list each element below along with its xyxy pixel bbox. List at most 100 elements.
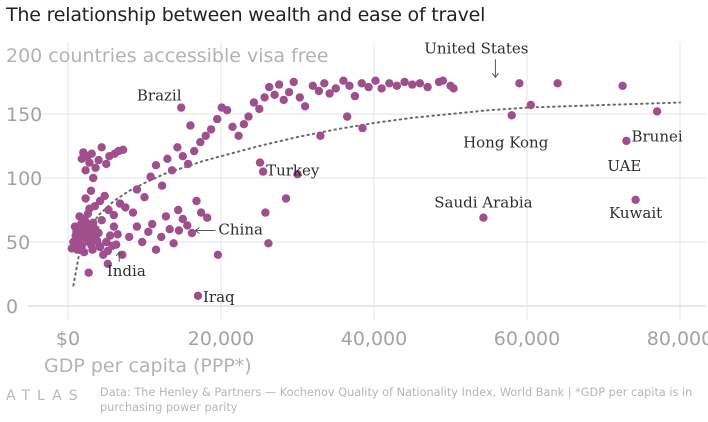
data-point bbox=[84, 268, 93, 277]
data-point bbox=[87, 149, 96, 158]
data-point bbox=[553, 79, 562, 88]
data-point bbox=[128, 208, 138, 217]
data-point bbox=[400, 77, 409, 87]
data-point bbox=[196, 208, 206, 217]
data-point bbox=[102, 159, 111, 169]
data-point bbox=[118, 145, 128, 154]
grid-lines bbox=[28, 42, 706, 320]
data-point bbox=[234, 131, 243, 140]
data-point bbox=[507, 111, 516, 120]
data-point bbox=[385, 79, 394, 88]
data-point bbox=[88, 245, 97, 254]
data-point bbox=[258, 167, 268, 176]
data-point bbox=[146, 172, 155, 181]
data-point bbox=[213, 114, 222, 124]
data-point bbox=[174, 205, 183, 215]
data-point bbox=[239, 120, 249, 129]
data-point bbox=[423, 82, 432, 92]
data-point bbox=[415, 79, 425, 88]
data-point bbox=[109, 222, 119, 231]
data-point bbox=[148, 219, 157, 229]
data-points bbox=[67, 76, 662, 300]
data-point bbox=[316, 131, 325, 140]
axes: 0 50 100 150 $0 20,000 40,000 60,000 80,000 200 c… bbox=[6, 45, 708, 377]
scatter-chart: United States Brazil Hong Kong Brunei UAE Tur… bbox=[6, 39, 708, 377]
data-point bbox=[260, 93, 269, 102]
data-point bbox=[618, 81, 627, 91]
data-point bbox=[244, 112, 253, 121]
data-point bbox=[449, 84, 458, 93]
annotation-brunei: Brunei bbox=[631, 127, 682, 145]
data-point bbox=[279, 95, 288, 105]
x-axis-label: GDP per capita (PPP*) bbox=[44, 355, 252, 377]
data-point bbox=[358, 123, 367, 133]
data-point bbox=[103, 259, 113, 268]
annotation-arrowhead bbox=[492, 72, 499, 79]
trend-line bbox=[72, 101, 681, 287]
annotation-kuwait: Kuwait bbox=[609, 204, 662, 222]
data-point bbox=[193, 291, 203, 300]
data-point bbox=[261, 208, 270, 217]
data-point bbox=[121, 203, 130, 212]
data-point bbox=[249, 98, 259, 107]
data-point bbox=[104, 205, 113, 215]
data-point bbox=[102, 237, 111, 247]
data-point bbox=[183, 159, 193, 169]
data-point bbox=[157, 181, 167, 190]
data-point bbox=[652, 107, 662, 116]
data-point bbox=[293, 170, 302, 179]
data-point bbox=[161, 212, 171, 221]
data-point bbox=[438, 76, 448, 85]
data-point bbox=[371, 76, 380, 85]
data-point bbox=[320, 79, 329, 88]
data-point bbox=[284, 88, 294, 97]
x-tick-label: 40,000 bbox=[341, 328, 407, 350]
data-point bbox=[177, 103, 186, 112]
data-point bbox=[169, 239, 178, 248]
data-point bbox=[138, 237, 147, 247]
data-point bbox=[125, 232, 134, 242]
data-point bbox=[526, 100, 535, 110]
data-point bbox=[187, 228, 197, 238]
data-point bbox=[81, 194, 90, 203]
data-point bbox=[213, 250, 223, 259]
data-point bbox=[167, 166, 177, 175]
data-point bbox=[86, 186, 96, 195]
data-point bbox=[343, 112, 352, 121]
data-point bbox=[203, 213, 212, 222]
annotation-china: China bbox=[218, 221, 263, 239]
data-point bbox=[274, 80, 284, 89]
data-point bbox=[196, 138, 205, 147]
data-point bbox=[132, 185, 142, 194]
data-point bbox=[331, 84, 340, 93]
annotation-hong-kong: Hong Kong bbox=[463, 133, 549, 151]
data-point bbox=[515, 79, 524, 88]
data-point bbox=[364, 82, 373, 92]
data-point bbox=[132, 222, 142, 231]
data-point bbox=[178, 152, 187, 161]
annotation-arrowhead bbox=[115, 251, 123, 257]
x-tick-label: 20,000 bbox=[188, 328, 254, 350]
data-point bbox=[281, 194, 291, 203]
annotation-turkey: Turkey bbox=[266, 162, 320, 180]
annotation-india: India bbox=[107, 262, 146, 280]
data-point bbox=[151, 245, 161, 254]
annotation-brazil: Brazil bbox=[137, 87, 182, 105]
data-point bbox=[97, 143, 106, 152]
data-point bbox=[90, 202, 100, 211]
data-point bbox=[81, 166, 90, 175]
data-point bbox=[140, 193, 149, 202]
annotation-iraq: Iraq bbox=[203, 288, 235, 306]
data-point bbox=[79, 248, 89, 257]
data-point bbox=[264, 239, 273, 248]
data-point bbox=[300, 102, 310, 111]
data-point bbox=[206, 125, 216, 134]
annotation-uae: UAE bbox=[607, 157, 641, 175]
annotation-united-states: United States bbox=[424, 39, 528, 57]
data-point bbox=[222, 106, 232, 115]
data-point bbox=[228, 122, 237, 131]
data-point bbox=[289, 77, 298, 87]
data-point bbox=[186, 121, 195, 130]
x-tick-label: $0 bbox=[56, 328, 80, 350]
data-point bbox=[255, 104, 264, 114]
